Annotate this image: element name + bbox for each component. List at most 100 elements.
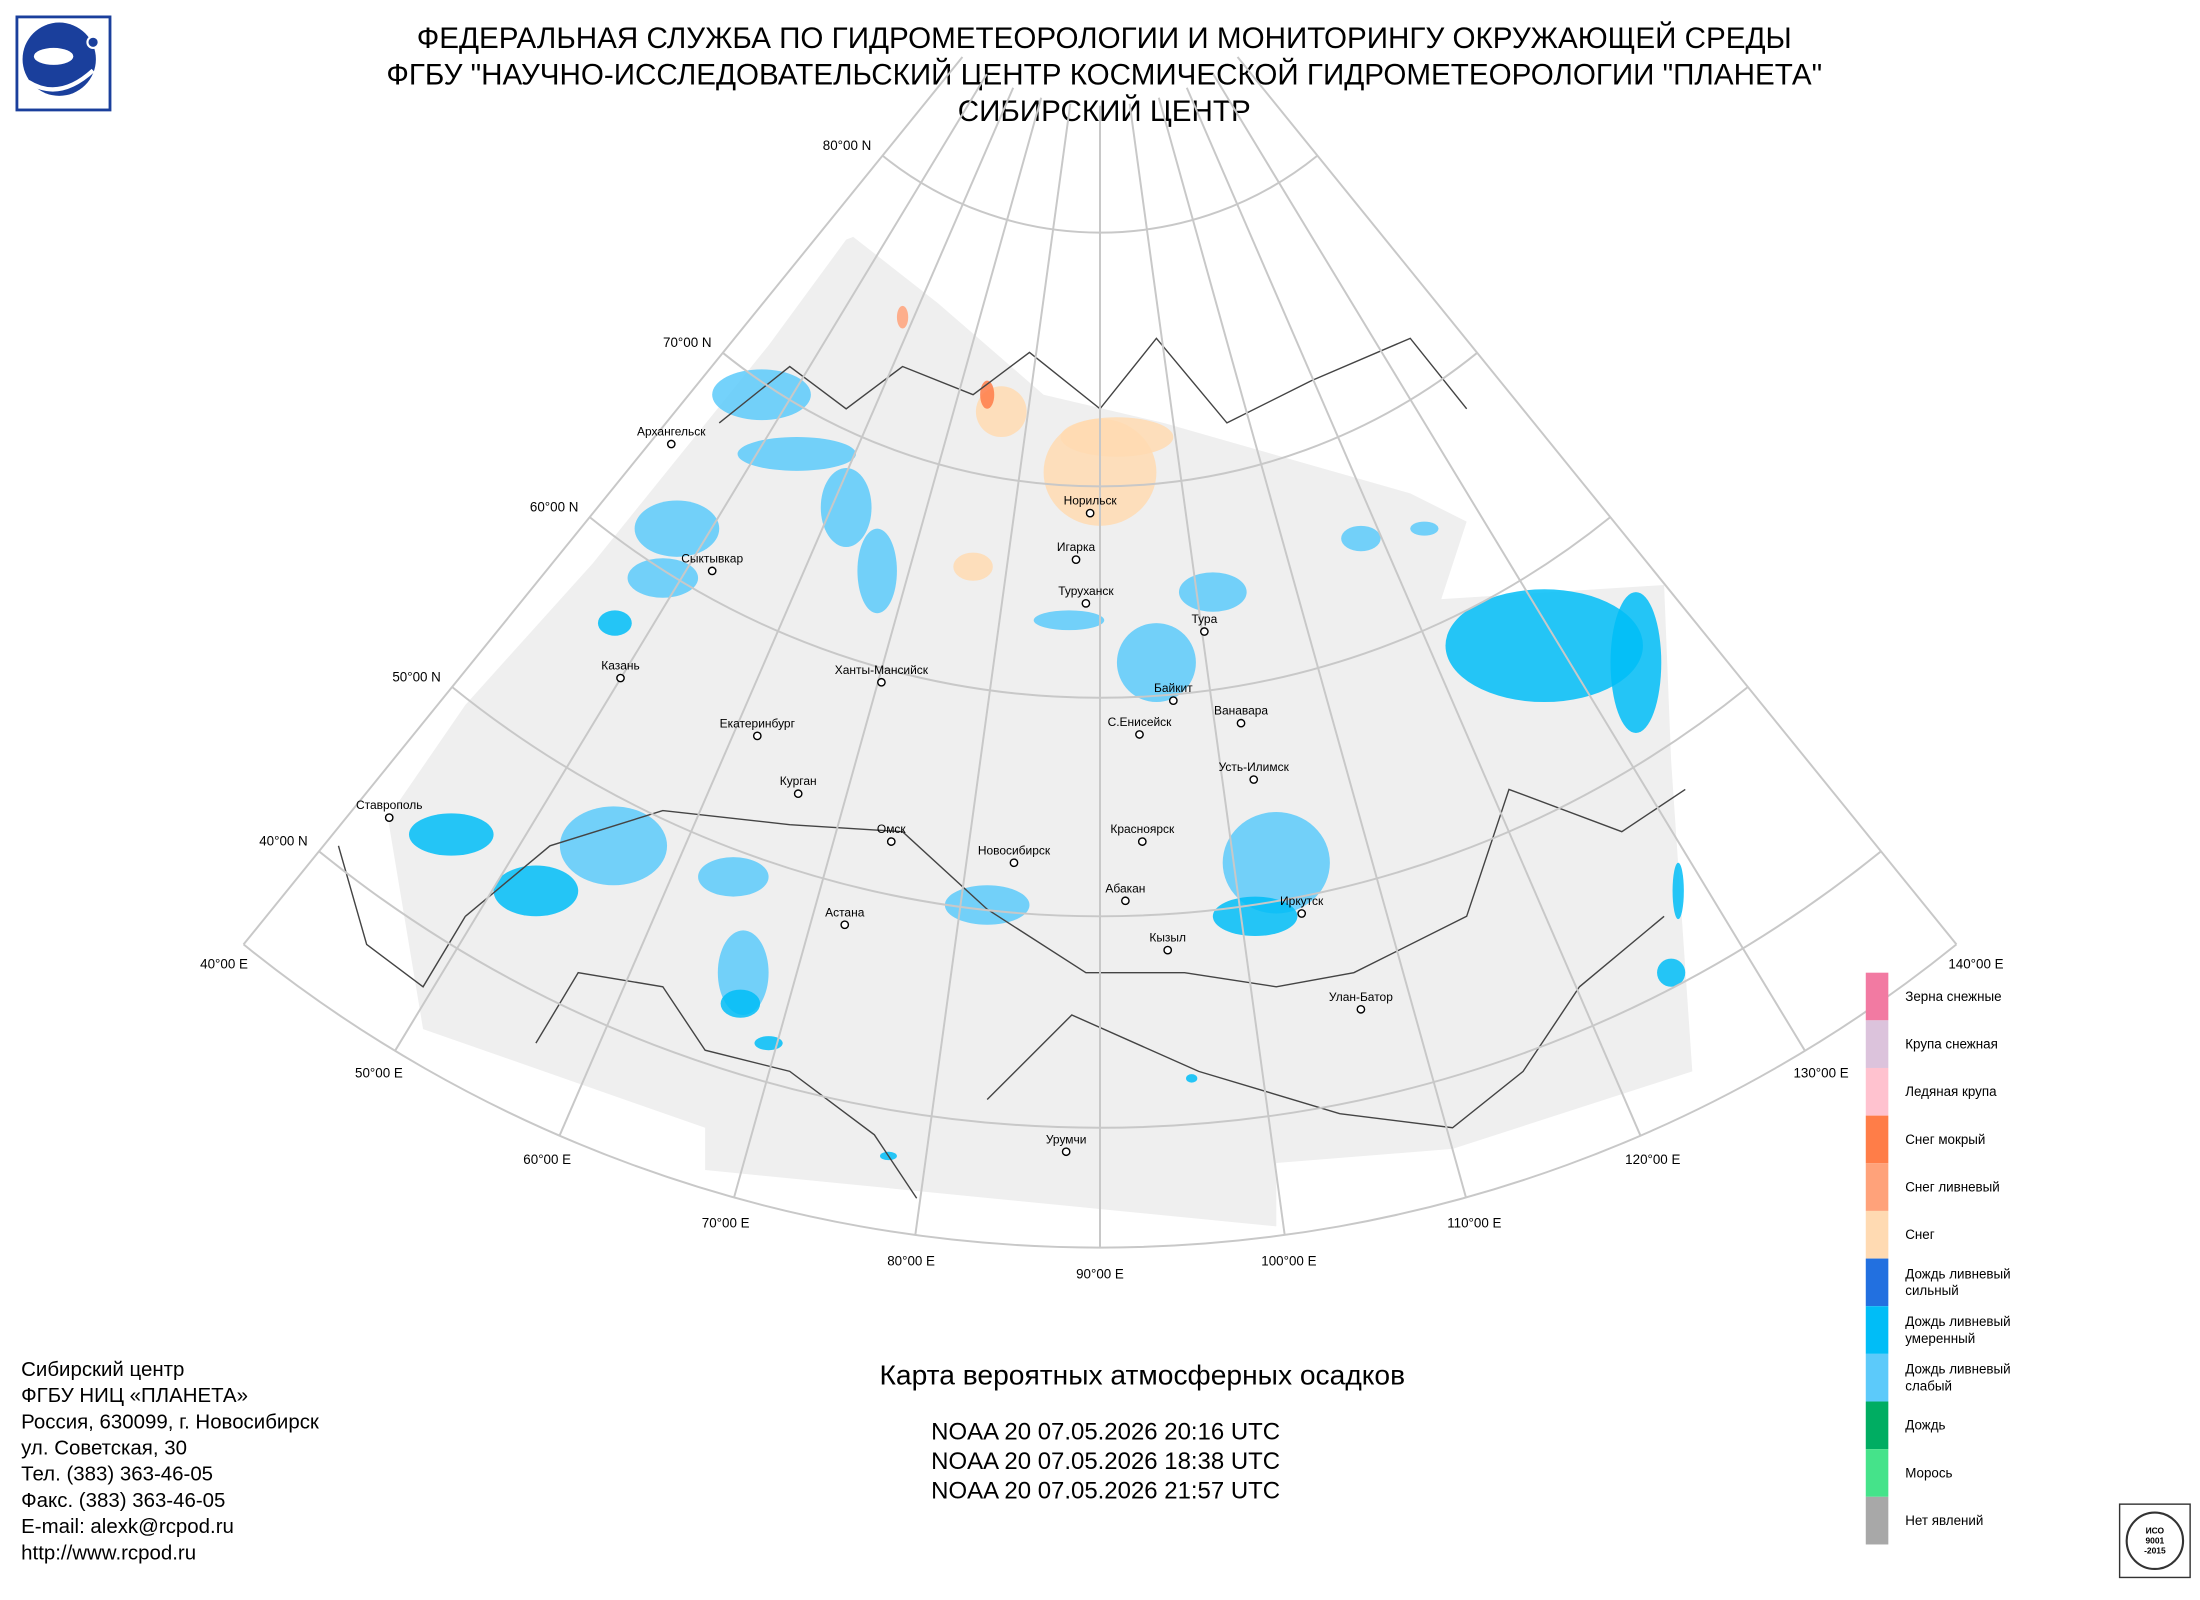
city-label: Усть-Илимск — [1219, 760, 1290, 774]
city-label: Абакан — [1105, 881, 1145, 895]
meridian-label: 40°00 E — [200, 957, 248, 972]
city-marker — [793, 789, 803, 799]
border-line — [337, 845, 466, 988]
meridian-label: 100°00 E — [1261, 1254, 1316, 1269]
precipitation-cell — [1222, 811, 1330, 914]
meridian-label: 60°00 E — [523, 1152, 571, 1167]
city-marker — [1168, 696, 1178, 705]
precipitation-cell — [712, 369, 811, 421]
precipitation-cell — [493, 865, 579, 917]
parallel-label: 40°00 N — [259, 834, 307, 849]
meridian-line — [1128, 103, 1286, 1236]
legend-label: Снег — [1905, 1227, 1934, 1242]
legend-label: Нет явлений — [1905, 1513, 1983, 1528]
city-marker — [1297, 909, 1307, 918]
badge-line: -2015 — [2144, 1545, 2166, 1555]
legend-label: умеренный — [1905, 1331, 1975, 1346]
pass-line: NOAA 20 07.05.2026 20:16 UTC — [931, 1418, 1280, 1445]
meridian-label: 140°00 E — [1948, 957, 2003, 972]
border-line — [464, 788, 1686, 988]
city-marker — [1199, 627, 1209, 636]
legend-label: Зерна снежные — [1905, 989, 2001, 1004]
legend-label: Дождь — [1905, 1418, 1945, 1433]
city-label: Улан-Батор — [1329, 990, 1393, 1004]
city-label: Урумчи — [1046, 1132, 1087, 1146]
footer-line: ФГБУ НИЦ «ПЛАНЕТА» — [21, 1384, 248, 1407]
precipitation-cell — [559, 806, 668, 886]
city-marker — [384, 813, 394, 822]
precipitation-cell — [1033, 610, 1105, 631]
precipitation-cell — [698, 857, 769, 897]
footer-line: http://www.rcpod.ru — [21, 1541, 196, 1564]
meridian-line — [1212, 73, 1806, 1052]
parallel-label: 70°00 N — [663, 335, 711, 350]
city-marker — [1081, 598, 1091, 608]
header-line: СИБИРСКИЙ ЦЕНТР — [958, 94, 1251, 128]
city-label: Туруханск — [1058, 584, 1114, 598]
badge-line: 9001 — [2145, 1536, 2164, 1546]
precipitation-cell — [1445, 589, 1643, 703]
caption-title: Карта вероятных атмосферных осадков — [880, 1358, 1406, 1390]
meridian-line — [394, 73, 988, 1052]
precipitation-cell — [1212, 896, 1298, 937]
pass-line: NOAA 20 07.05.2026 18:38 UTC — [931, 1448, 1280, 1475]
precipitation-cell — [720, 989, 761, 1018]
precipitation-cell — [1186, 1074, 1198, 1083]
precipitation-cell — [857, 528, 897, 614]
legend-label: Крупа снежная — [1905, 1037, 1998, 1052]
parallel-label: 60°00 N — [530, 500, 578, 515]
meridian-label: 130°00 E — [1793, 1065, 1848, 1080]
legend: Зерна снежные Крупа снежная Ледяная крупа С… — [1865, 972, 2011, 1545]
city-label: Игарка — [1057, 540, 1096, 554]
parallel-label: 80°00 N — [823, 138, 871, 153]
legend-swatch — [1865, 1115, 1889, 1164]
legend-swatch — [1865, 1258, 1889, 1307]
city-label: Ванавара — [1214, 704, 1268, 718]
city-label: Архангельск — [637, 425, 706, 439]
precipitation-cell — [597, 610, 632, 636]
precipitation-cell — [944, 885, 1030, 925]
badge-line: ИСО — [2146, 1526, 2165, 1536]
city-label: Норильск — [1064, 494, 1118, 508]
legend-label: сильный — [1905, 1283, 1958, 1298]
city-marker — [1071, 555, 1081, 565]
legend-swatch — [1865, 1353, 1889, 1402]
precipitation-cell — [820, 468, 872, 547]
city-label: Ханты-Мансийск — [835, 663, 929, 677]
meridian-label: 110°00 E — [1447, 1215, 1501, 1230]
meridian-line — [1157, 97, 1467, 1198]
legend-swatch — [1865, 1306, 1889, 1354]
city-marker — [1135, 730, 1144, 739]
precipitation-cell — [737, 437, 857, 471]
legend-swatch — [1865, 1067, 1889, 1116]
city-label: Тура — [1191, 612, 1217, 626]
precipitation-cell — [634, 500, 720, 557]
footer-line: E-mail: alexk@rcpod.ru — [21, 1515, 234, 1538]
city-label: Ставрополь — [356, 798, 422, 812]
logo — [15, 15, 112, 112]
footer-line: Тел. (383) 363-46-05 — [21, 1463, 213, 1486]
precipitation-cell — [896, 305, 909, 329]
city-marker — [877, 677, 886, 687]
city-label: Сыктывкар — [681, 551, 743, 565]
city-marker — [1236, 718, 1246, 728]
footer-line: Сибирский центр — [21, 1358, 184, 1381]
legend-swatch — [1865, 1496, 1889, 1545]
city-marker — [1061, 1147, 1071, 1157]
meridian-label: 70°00 E — [702, 1215, 750, 1230]
precipitation-cell — [1178, 572, 1247, 612]
city-label: Екатеринбург — [720, 716, 796, 730]
legend-swatch — [1865, 972, 1889, 1021]
legend-label: Снег мокрый — [1905, 1132, 1985, 1147]
precipitation-cell — [1672, 862, 1684, 920]
pass-line: NOAA 20 07.05.2026 21:57 UTC — [931, 1478, 1280, 1505]
iso-badge: ИСО 9001 -2015 — [2118, 1503, 2191, 1579]
precipitation-cell — [1116, 623, 1196, 703]
precipitation-cell — [1657, 958, 1686, 987]
city-label: С.Енисейск — [1108, 715, 1173, 729]
city-label: Новосибирск — [978, 843, 1051, 857]
footer-line: ул. Советская, 30 — [21, 1437, 187, 1460]
